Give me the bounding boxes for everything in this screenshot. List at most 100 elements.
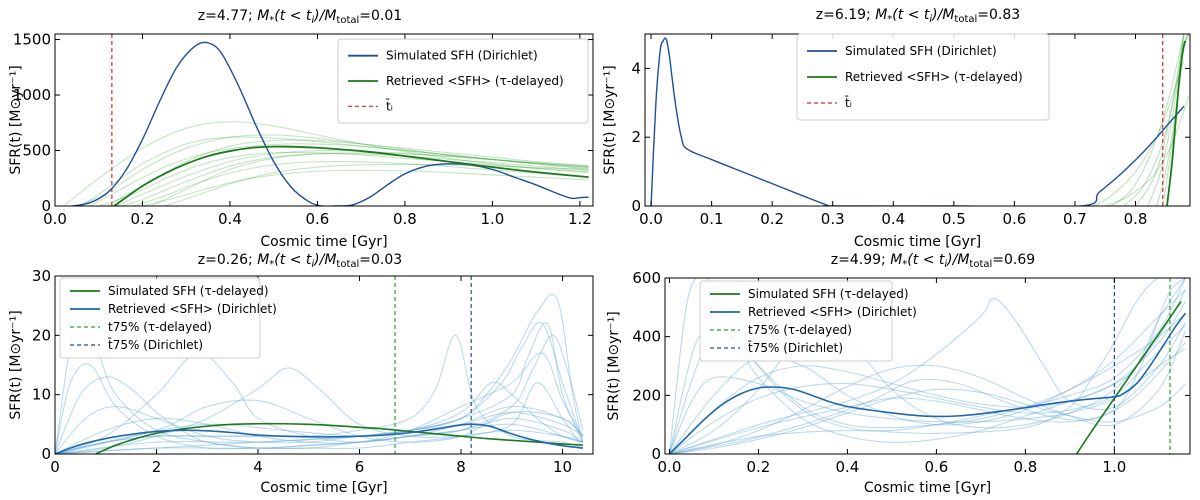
legend-label: Retrieved <SFH> (τ-delayed)	[386, 74, 564, 88]
x-tick-label: 6	[355, 458, 365, 476]
legend-label: t̄ᵢ	[386, 99, 393, 113]
x-tick-label: 0.3	[821, 210, 845, 228]
x-tick-label: 2	[152, 458, 162, 476]
x-tick-label: 0.0	[639, 210, 663, 228]
legend-label: Simulated SFH (Dirichlet)	[386, 49, 538, 63]
ensemble-curve-10	[669, 324, 1186, 454]
legend: Simulated SFH (τ-delayed) Retrieved <SFH>…	[59, 277, 277, 359]
x-tick-label: 0.4	[881, 210, 905, 228]
legend-label: t̄75% (Dirichlet)	[748, 341, 843, 355]
series-line-1	[668, 312, 1187, 454]
legend-box	[796, 33, 1050, 121]
x-tick-label: 0.4	[835, 458, 859, 476]
ensemble-curve-13	[55, 399, 584, 454]
chart-title: z=0.26; M*(t < ti)/Mtotal=0.03	[198, 252, 402, 270]
plot-area	[668, 278, 1187, 454]
chart-title: z=4.99; M*(t < ti)/Mtotal=0.69	[831, 252, 1035, 270]
axes-frame	[54, 33, 594, 207]
panel-bottom-left: 0 2 4 6 8 10 0 10 20 30 Cosmic time [Gyr] SFR(t) [M…	[8, 252, 594, 496]
legend-label: Simulated SFH (Dirichlet)	[845, 44, 997, 58]
ensemble-curve-9	[150, 152, 589, 206]
x-tick-label: 0.8	[393, 210, 417, 228]
ensemble-curve-3	[55, 367, 584, 454]
ensemble-curve-2	[669, 289, 1187, 454]
legend-box	[59, 277, 261, 359]
x-tick-label: 0.0	[658, 458, 682, 476]
legend-label: t̄ᵢ	[845, 96, 852, 110]
ensemble-curve-3	[89, 143, 589, 206]
legend-label: t75% (τ-delayed)	[748, 323, 852, 337]
x-tick-label: 4	[253, 458, 263, 476]
chart-title: z=6.19; M*(t < ti)/Mtotal=0.83	[816, 7, 1020, 25]
ensemble-curve-12	[669, 278, 1186, 454]
x-axis-label: Cosmic time [Gyr]	[854, 234, 981, 250]
series-line-1	[113, 145, 589, 206]
legend-label: Simulated SFH (τ-delayed)	[108, 284, 269, 298]
y-tick-label: 400	[632, 328, 661, 346]
plot-area	[55, 276, 584, 454]
series-line-0	[95, 422, 583, 454]
ensemble-curve-5	[669, 330, 1187, 454]
ensemble-curve-3	[1135, 34, 1185, 206]
ensemble-curve-8	[55, 405, 584, 454]
y-axis-label: SFR(t) [M⊙yr⁻¹]	[606, 311, 622, 420]
legend: Simulated SFH (Dirichlet) Retrieved <SFH>…	[337, 38, 589, 124]
ensemble-curve-1	[668, 278, 1187, 454]
series-line-1	[1166, 40, 1187, 206]
ensemble-curve-7	[55, 352, 584, 454]
y-tick-label: 200	[632, 386, 661, 404]
ensemble-curve-10	[55, 381, 584, 454]
ensemble-curve-0	[63, 121, 589, 206]
y-tick-label: 500	[22, 142, 51, 160]
axes-frame	[54, 275, 594, 455]
ensemble-curve-6	[55, 321, 584, 454]
ensemble-curve-11	[55, 363, 584, 454]
plot-area	[650, 34, 1190, 206]
x-tick-label: 0.4	[218, 210, 242, 228]
ensemble-curve-7	[669, 342, 1186, 454]
legend-label: Simulated SFH (τ-delayed)	[748, 287, 909, 301]
ensemble-curve-7	[107, 139, 589, 206]
y-tick-label: 2	[631, 128, 641, 146]
panel-top-left: 0.0 0.2 0.4 0.6 0.8 1.0 1.2 0 500 1000 1500 Cosmic …	[8, 8, 594, 250]
legend-label: t75% (τ-delayed)	[108, 320, 212, 334]
ensemble-curve-2	[98, 151, 589, 206]
y-axis-label: SFR(t) [M⊙yr⁻¹]	[8, 310, 24, 419]
x-axis-label: Cosmic time [Gyr]	[260, 234, 387, 250]
legend-label: Retrieved <SFH> (Dirichlet)	[108, 302, 277, 316]
legend: Simulated SFH (Dirichlet) Retrieved <SFH>…	[796, 33, 1050, 121]
x-tick-label: 0.8	[1013, 458, 1037, 476]
chart-title: z=4.77; M*(t < ti)/Mtotal=0.01	[198, 8, 402, 26]
ensemble-curve-11	[668, 347, 1186, 454]
x-tick-label: 0.7	[1063, 210, 1087, 228]
x-tick-label: 0.8	[1124, 210, 1148, 228]
y-tick-label: 20	[32, 326, 51, 344]
x-tick-label: 8	[456, 458, 466, 476]
legend-label: Retrieved <SFH> (τ-delayed)	[845, 70, 1023, 84]
ensemble-curve-6	[142, 169, 589, 206]
y-tick-label: 4	[631, 59, 641, 77]
ensemble-curve-4	[55, 334, 584, 454]
x-tick-label: 0.6	[924, 458, 948, 476]
legend-box	[699, 280, 893, 362]
ensemble-curve-6	[1105, 95, 1190, 206]
series-line-1	[55, 423, 583, 454]
axes-frame	[664, 277, 1191, 455]
series-line-0	[72, 41, 589, 206]
x-tick-label: 1.0	[480, 210, 504, 228]
x-tick-label: 0.0	[43, 210, 67, 228]
ensemble-curve-1	[1110, 34, 1185, 206]
y-tick-label: 600	[632, 269, 661, 287]
ensemble-curve-9	[669, 278, 1186, 454]
y-axis-label: SFR(t) [M⊙yr⁻¹]	[8, 65, 24, 174]
y-tick-label: 30	[32, 267, 51, 285]
y-tick-label: 0	[41, 197, 51, 215]
x-tick-label: 1.0	[1102, 458, 1126, 476]
legend-label: t̄75% (Dirichlet)	[108, 338, 203, 352]
panel-bottom-right: 0.0 0.2 0.4 0.6 0.8 1.0 0 200 400 600 Cosmic time …	[606, 252, 1191, 496]
series-line-0	[1075, 301, 1182, 454]
x-axis-label: Cosmic time [Gyr]	[864, 480, 991, 496]
series-line-0	[650, 37, 1185, 206]
ensemble-curve-3	[669, 297, 1187, 454]
